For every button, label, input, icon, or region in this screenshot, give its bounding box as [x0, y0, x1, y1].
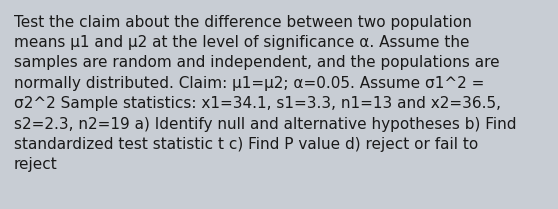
Text: Test the claim about the difference between two population
means μ1 and μ2 at th: Test the claim about the difference betw…	[14, 15, 517, 172]
